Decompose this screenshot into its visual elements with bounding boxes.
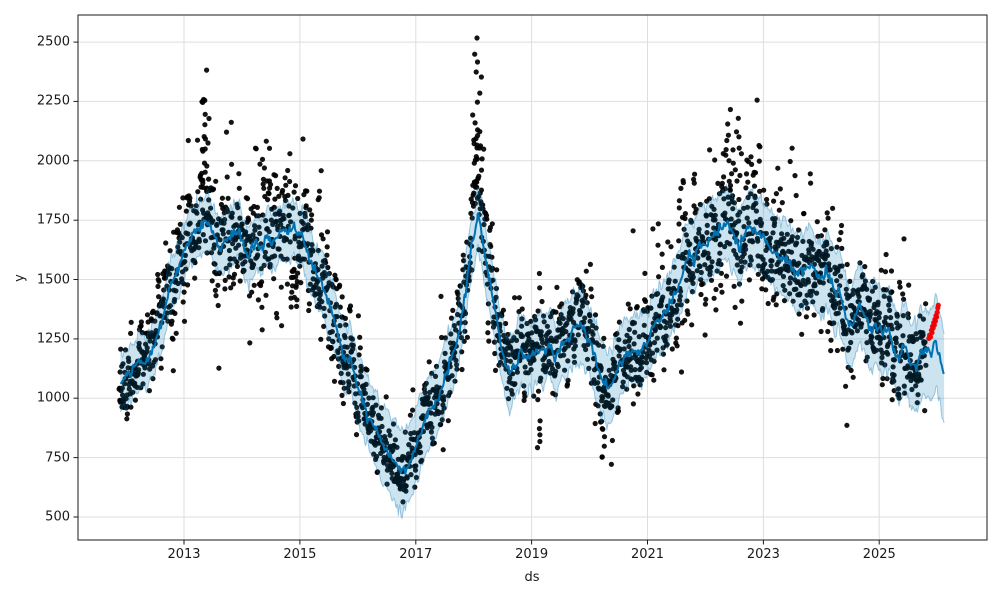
x-axis-label: ds	[524, 570, 540, 585]
grid-lines	[78, 15, 987, 540]
plot-area	[116, 35, 945, 520]
uncertainty-band-lower-edge	[120, 243, 945, 520]
recent-highlighted-points	[926, 302, 941, 341]
x-tick-label: 2013	[167, 547, 201, 562]
x-tick-label: 2025	[862, 547, 896, 562]
uncertainty-band	[120, 185, 945, 519]
y-tick-label: 750	[45, 450, 70, 466]
y-tick-label: 1750	[36, 212, 70, 228]
tick-marks	[73, 41, 880, 545]
y-tick-label: 1000	[36, 390, 70, 406]
y-tick-label: 2250	[36, 93, 70, 109]
x-tick-label: 2019	[515, 547, 549, 562]
x-tick-label: 2021	[630, 547, 665, 562]
plot-frame	[77, 14, 988, 541]
x-tick-label: 2023	[746, 547, 780, 562]
forecast-line	[119, 212, 945, 475]
y-tick-label: 500	[45, 509, 70, 525]
x-tick-label: 2017	[399, 547, 433, 562]
uncertainty-band-upper-edge	[119, 183, 945, 434]
x-tick-label: 2015	[283, 547, 317, 562]
y-tick-label: 2000	[36, 153, 70, 169]
y-tick-label: 1500	[36, 272, 70, 288]
y-tick-label: 1250	[36, 331, 70, 347]
observed-data-points	[116, 35, 929, 505]
y-tick-label: 2500	[36, 34, 70, 50]
